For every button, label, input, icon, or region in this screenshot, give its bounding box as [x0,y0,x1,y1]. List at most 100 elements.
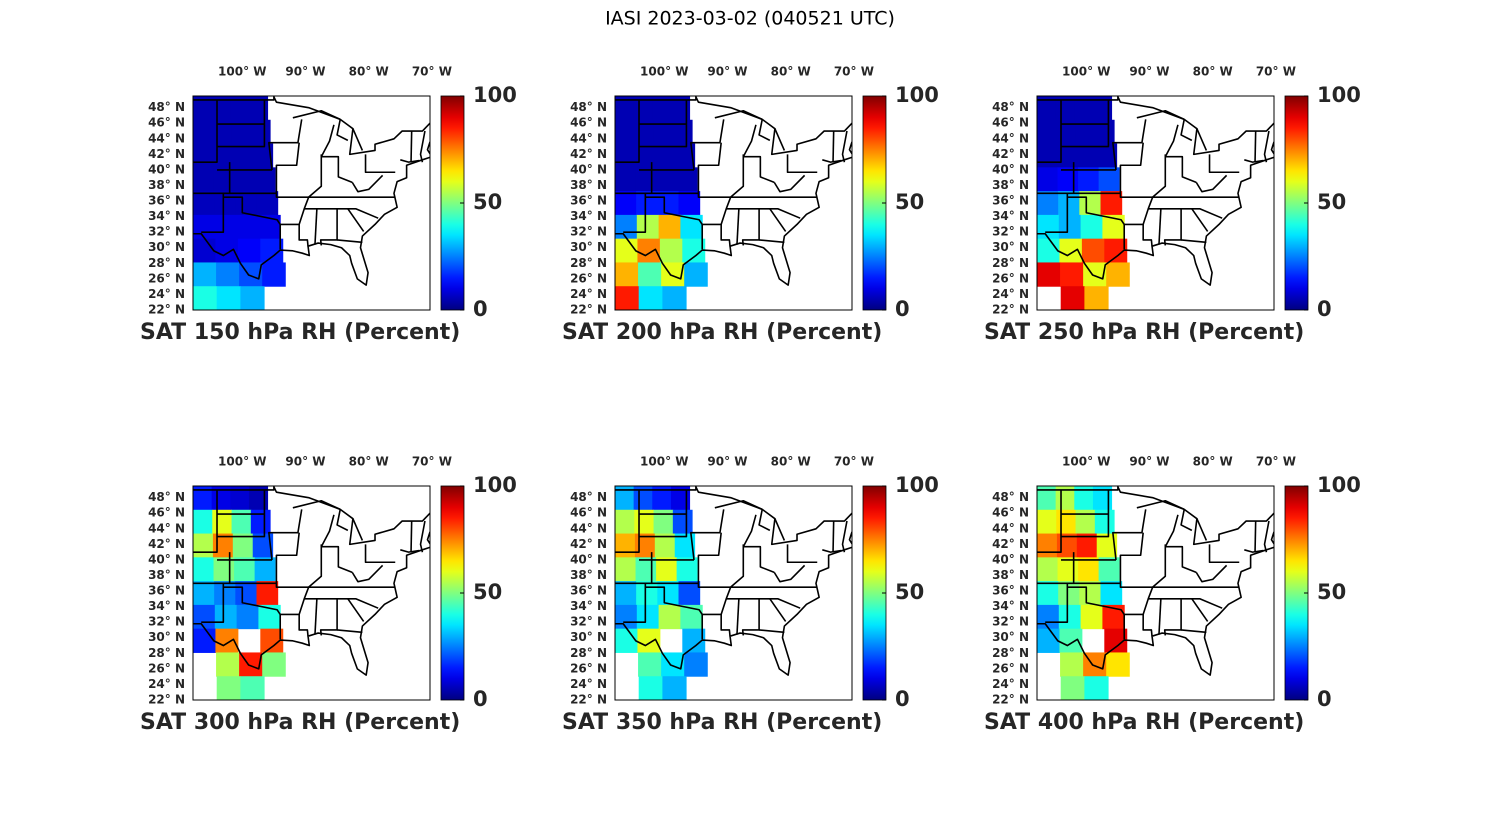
lat-tick-label: 28° N [148,256,185,270]
lat-tick-label: 34° N [992,209,1029,223]
rh-cell [262,652,286,677]
lon-tick-label: 90° W [1129,65,1169,79]
lat-tick-label: 44° N [992,521,1029,535]
lat-tick-label: 48° N [992,490,1029,504]
boundary [1148,598,1223,609]
boundary [217,489,266,538]
rh-cell [1037,96,1057,121]
boundary [615,531,852,676]
rh-cell [682,238,706,263]
colorbar-tick-label: 50 [895,190,924,214]
rh-cell [636,581,658,606]
boundary [645,196,703,225]
boundary [320,514,335,548]
boundary [1191,598,1209,622]
map-frame [614,485,853,701]
lat-tick-label: 40° N [148,552,185,566]
lat-tick-label: 32° N [148,225,185,239]
boundary [741,598,760,636]
lat-tick-label: 32° N [992,615,1029,629]
boundary [1163,208,1182,246]
rh-cell [615,486,635,511]
rh-cell [1060,676,1085,700]
boundary [615,141,852,286]
boundary [1158,598,1162,635]
boundary [714,499,763,511]
boundary [280,223,309,247]
rh-cell [638,286,663,310]
rh-cell [670,486,691,511]
rh-cell [1084,676,1109,700]
boundary [1181,239,1207,244]
rh-cell [214,214,238,240]
boundary [623,583,647,623]
lat-tick-label: 32° N [570,225,607,239]
boundary [1067,196,1125,225]
colorbar-tick-label: 100 [895,473,939,497]
boundary [1119,532,1144,584]
swath [1037,486,1130,700]
lat-tick-label: 24° N [570,677,607,691]
lon-tick-label: 80° W [1193,455,1233,469]
lat-tick-label: 28° N [992,646,1029,660]
rh-cell [680,604,703,630]
boundary [1148,208,1223,219]
boundary [1164,124,1179,158]
rh-cell [658,214,681,240]
rh-cell [1059,238,1083,263]
rh-cell [1080,214,1103,240]
lat-tick-label: 36° N [570,194,607,208]
lat-tick-label: 42° N [148,537,185,551]
rh-cell [240,676,265,700]
boundary [410,131,413,163]
boundary [319,208,338,246]
lat-tick-label: 22° N [992,303,1029,317]
rh-cell [672,119,693,145]
colorbar-tick-label: 100 [1317,83,1361,107]
boundary [1158,208,1162,245]
rh-cell [193,143,214,168]
rh-cell [682,628,706,653]
boundary [1152,544,1167,588]
boundary [623,193,647,233]
lon-tick-label: 90° W [707,455,747,469]
map-panel: 100° W 90° W 80° W 70° W 22° N 24° N 26° N28° … [140,65,517,346]
boundary [697,532,722,584]
boundary [773,174,806,193]
rh-cell [256,581,279,606]
lon-tick-label: 100° W [1062,455,1110,469]
rh-cell [236,604,259,630]
lon-tick-label: 100° W [640,65,688,79]
rh-cell [615,509,635,535]
lat-tick-label: 26° N [992,271,1029,285]
lat-tick-label: 40° N [992,162,1029,176]
colorbar-tick-label: 50 [895,580,924,604]
map-panel: 100° W 90° W 80° W 70° W 22° N 24° N 26° N28° … [562,455,939,736]
lon-tick-label: 80° W [771,455,811,469]
boundary [759,239,785,244]
boundary [268,509,303,561]
lat-tick-label: 24° N [570,287,607,301]
rh-cell [1106,262,1130,287]
rh-cell [656,167,678,192]
boundary [1124,223,1153,247]
rh-cell [216,286,241,310]
boundary [193,486,430,546]
boundary [742,514,757,548]
rh-cell [634,143,656,168]
boundary [1180,509,1193,532]
boundary [1165,155,1197,184]
lat-tick-label: 42° N [570,537,607,551]
boundary [351,174,384,193]
rh-cell [260,238,284,263]
boundary [314,208,318,245]
map-panel: 100° W 90° W 80° W 70° W 22° N 24° N 26° N28° … [984,455,1361,736]
boundary [1061,489,1110,538]
boundary [1180,119,1193,142]
boundary [410,521,413,553]
rh-cell [657,581,680,606]
boundary [304,208,379,219]
rh-cell [258,214,281,240]
